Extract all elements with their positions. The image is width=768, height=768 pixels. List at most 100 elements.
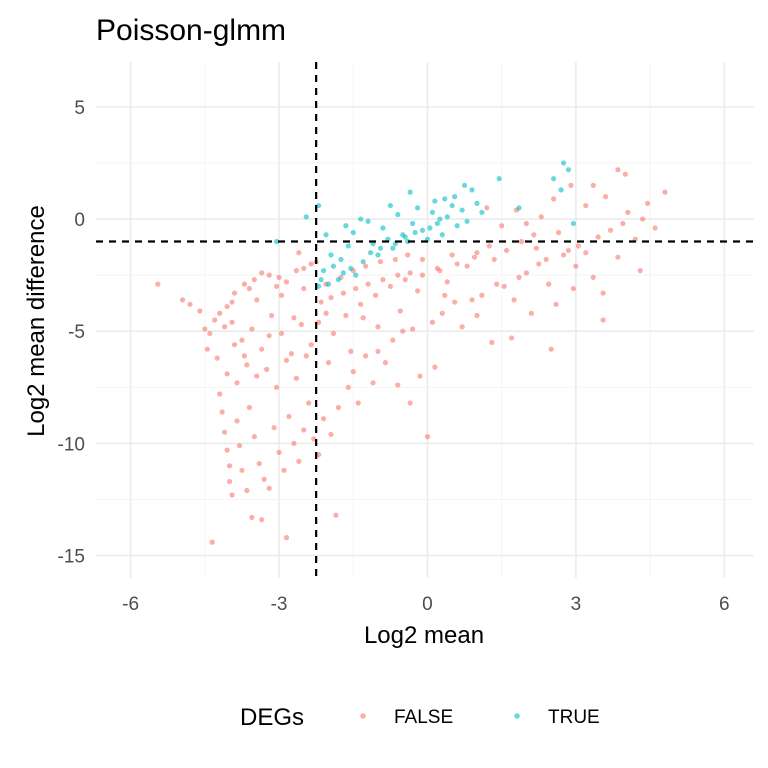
point-true (412, 229, 418, 236)
point-false (432, 364, 438, 370)
point-true (323, 232, 329, 238)
point-false (293, 375, 299, 381)
point-true (570, 220, 577, 227)
point-false (471, 254, 478, 260)
point-false (340, 290, 346, 296)
point-true (377, 245, 384, 251)
point-false (231, 342, 238, 348)
y-tick-label: 5 (74, 98, 85, 119)
point-true (387, 202, 393, 209)
legend-label-false: FALSE (394, 707, 453, 728)
point-true (330, 263, 337, 269)
point-false (360, 315, 366, 321)
point-false (259, 517, 265, 523)
point-false (607, 227, 614, 233)
point-false (308, 261, 314, 267)
point-false (348, 348, 354, 355)
point-false (484, 205, 490, 211)
x-tick-labels: -6 -3 0 3 6 (122, 594, 729, 615)
point-false (281, 467, 287, 473)
point-true (414, 205, 421, 211)
x-tick-label: 0 (422, 594, 433, 615)
point-false (202, 326, 208, 332)
point-true (427, 225, 433, 231)
point-false (239, 337, 245, 343)
point-false (328, 294, 334, 301)
point-false (504, 247, 510, 254)
point-false (254, 297, 260, 303)
legend-items: FALSE TRUE (360, 707, 600, 728)
point-false (187, 301, 193, 307)
point-false (224, 371, 230, 377)
point-false (454, 261, 460, 267)
point-false (474, 250, 480, 256)
point-false (637, 268, 643, 274)
x-axis-title: Log2 mean (364, 622, 484, 649)
point-true (464, 218, 470, 224)
point-false (575, 243, 581, 249)
point-false (241, 353, 248, 359)
point-false (204, 346, 210, 352)
point-false (424, 434, 431, 440)
point-false (548, 346, 554, 352)
point-true (353, 272, 359, 278)
point-false (560, 252, 567, 258)
point-false (442, 292, 448, 298)
point-false (570, 285, 577, 292)
point-false (330, 330, 337, 337)
point-false (283, 279, 290, 285)
point-true (565, 167, 572, 173)
chart-title: Poisson-glmm (96, 14, 286, 47)
point-false (511, 297, 517, 303)
point-true (402, 234, 408, 240)
point-false (316, 319, 322, 325)
y-tick-labels: 5 0 -5 -10 -15 (58, 98, 85, 568)
point-true (380, 225, 386, 231)
point-false (288, 351, 295, 357)
point-true (303, 214, 309, 220)
point-true (449, 202, 455, 209)
point-false (229, 492, 235, 498)
point-true (496, 176, 502, 182)
point-false (551, 196, 557, 202)
point-false (407, 270, 413, 276)
point-false (382, 360, 389, 366)
point-true (318, 277, 324, 283)
point-false (249, 514, 255, 521)
point-false (590, 182, 596, 188)
point-true (444, 214, 450, 220)
point-false (516, 274, 522, 280)
point-false (261, 476, 267, 482)
point-false (377, 259, 384, 265)
point-false (246, 285, 252, 292)
point-false (212, 317, 218, 323)
point-false (474, 312, 480, 319)
point-false (254, 373, 260, 379)
point-true (273, 238, 280, 245)
point-false (229, 319, 235, 325)
point-false (583, 202, 589, 209)
point-false (407, 400, 413, 406)
x-tick-label: 6 (719, 594, 730, 615)
point-false (343, 312, 349, 319)
point-true (348, 265, 354, 271)
point-true (452, 194, 458, 200)
x-tick-label: -6 (122, 594, 139, 615)
point-true (358, 216, 364, 222)
point-false (283, 357, 290, 363)
point-false (489, 339, 495, 346)
point-true (343, 223, 349, 229)
point-false (259, 270, 265, 276)
point-false (375, 348, 381, 355)
point-false (419, 256, 426, 263)
point-true (461, 182, 468, 188)
point-false (197, 308, 203, 314)
point-false (600, 290, 606, 296)
point-false (380, 277, 386, 283)
point-false (568, 182, 574, 188)
point-false (439, 310, 445, 316)
point-false (553, 301, 559, 307)
point-true (335, 277, 342, 283)
point-false (486, 243, 492, 249)
